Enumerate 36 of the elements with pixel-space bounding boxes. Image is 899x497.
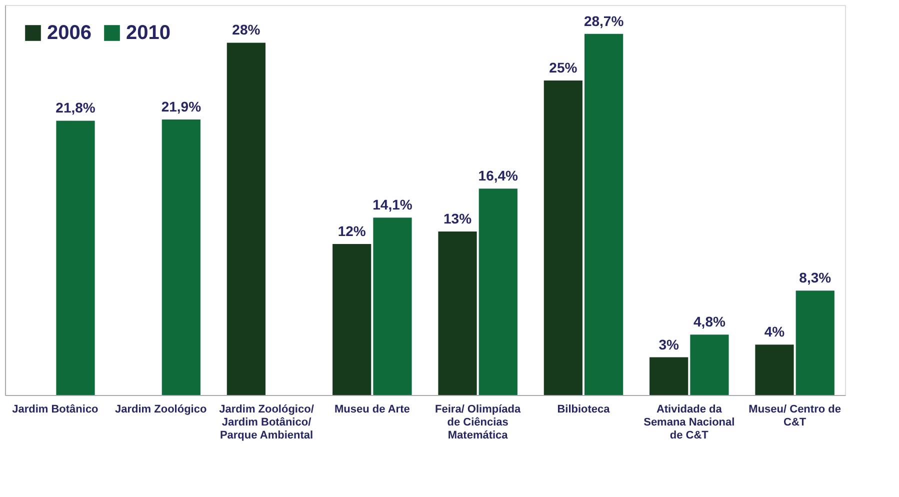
- bar: [56, 120, 95, 395]
- data-label: 4%: [764, 324, 786, 340]
- data-label: 21,9%: [161, 98, 202, 114]
- data-label: 8,3%: [799, 270, 832, 286]
- x-tick-label: Jardim Zoológico: [115, 404, 207, 416]
- bar: [755, 344, 794, 395]
- legend-label: 2006: [47, 22, 92, 44]
- bar: [690, 334, 729, 395]
- bar: [162, 119, 200, 395]
- bar: [584, 34, 624, 395]
- bar: [332, 244, 372, 395]
- x-tick-label: Jardim Botânico: [12, 404, 99, 416]
- x-tick-label: Museu/ Centro de C&T: [748, 404, 841, 428]
- x-tick-label: Atividade da Semana Nacional de C&T: [644, 404, 735, 442]
- data-label: 13%: [443, 210, 472, 226]
- x-tick-label: Jardim Zoológico/ Jardim Botânico/ Parque Ambiental: [219, 404, 314, 442]
- legend-label: 2010: [126, 22, 170, 44]
- bar: [478, 188, 518, 395]
- data-label: 28,7%: [584, 12, 624, 29]
- data-label: 4,8%: [694, 314, 726, 330]
- data-label: 3%: [658, 336, 680, 352]
- x-tick-label: Bilbioteca: [557, 404, 611, 416]
- data-label: 21,8%: [56, 100, 96, 116]
- bar: [438, 231, 477, 395]
- data-label: 16,4%: [478, 168, 519, 184]
- data-label: 28%: [232, 22, 261, 38]
- x-tick-label: Feira/ Olimpíada de Ciências Matemática: [435, 404, 522, 442]
- bar: [226, 42, 266, 395]
- data-label: 25%: [549, 59, 578, 76]
- bar: [544, 80, 582, 395]
- bar: [796, 290, 834, 395]
- x-tick-label: Museu de Arte: [334, 404, 410, 416]
- bar: [373, 218, 412, 395]
- data-label: 14,1%: [372, 196, 413, 213]
- bar: [650, 357, 688, 395]
- data-label: 12%: [338, 223, 366, 240]
